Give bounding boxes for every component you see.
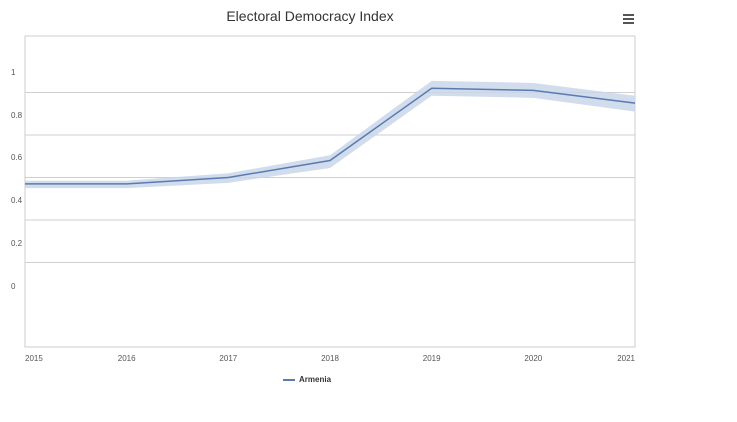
x-tick-label: 2019 xyxy=(423,354,441,363)
y-tick-label: 0.8 xyxy=(11,111,23,120)
y-tick-label: 0.2 xyxy=(11,239,23,248)
grid-lines xyxy=(25,92,635,263)
hamburger-menu-icon xyxy=(622,14,634,16)
legend[interactable]: Armenia xyxy=(283,375,331,384)
chart-menu-button[interactable] xyxy=(618,8,638,28)
x-tick-label: 2017 xyxy=(219,354,237,363)
legend-label-armenia: Armenia xyxy=(299,375,332,384)
y-tick-label: 0.4 xyxy=(11,196,23,205)
x-tick-label: 2021 xyxy=(617,354,635,363)
hamburger-menu-icon-bar xyxy=(622,18,634,20)
y-tick-label: 1 xyxy=(11,68,16,77)
y-tick-label: 0.6 xyxy=(11,153,23,162)
x-axis-tick-labels: 2015 2016 2017 2018 2019 2020 2021 xyxy=(25,354,636,363)
y-axis-tick-labels: 1 0.8 0.6 0.4 0.2 0 xyxy=(11,68,23,291)
series-lines xyxy=(25,87,636,185)
x-tick-label: 2020 xyxy=(524,354,542,363)
y-tick-label: 0 xyxy=(11,282,16,291)
confidence-band-armenia xyxy=(25,80,635,189)
confidence-bands xyxy=(25,80,635,189)
hamburger-menu-icon-bar xyxy=(622,22,634,24)
plot-area-border xyxy=(24,35,636,348)
x-tick-label: 2016 xyxy=(118,354,136,363)
legend-swatch xyxy=(283,378,295,381)
series-line-armenia[interactable] xyxy=(25,87,636,185)
x-tick-label: 2018 xyxy=(321,354,339,363)
chart-title: Electoral Democracy Index xyxy=(226,8,394,24)
x-tick-label: 2015 xyxy=(25,354,43,363)
